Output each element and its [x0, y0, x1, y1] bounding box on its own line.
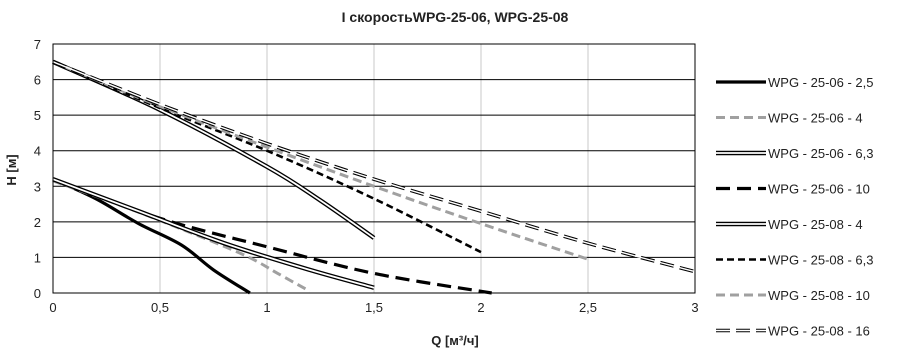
- y-axis-label: H [м]: [4, 154, 19, 185]
- y-tick-label: 7: [34, 37, 41, 52]
- y-tick-label: 1: [34, 250, 41, 265]
- legend: WPG - 25-06 - 2,5 WPG - 25-06 - 4 WPG - 25…: [716, 75, 873, 339]
- series-line-wpg-25-06-10: [52, 177, 492, 295]
- y-tick-label: 3: [34, 179, 41, 194]
- y-tick-label: 0: [34, 286, 41, 301]
- legend-label: WPG - 25-08 - 4: [768, 217, 863, 232]
- legend-item: WPG - 25-08 - 16: [716, 324, 870, 339]
- legend-item: WPG - 25-06 - 10: [716, 182, 870, 197]
- series-line-wpg-25-08-16: [52, 60, 696, 274]
- series-line-wpg-25-06-2-5: [52, 177, 251, 295]
- legend-label: WPG - 25-06 - 10: [768, 182, 870, 197]
- y-tick-label: 2: [34, 215, 41, 230]
- x-tick-label: 2: [477, 300, 484, 315]
- series-line-wpg-25-08-4: [52, 177, 375, 290]
- y-tick-label: 6: [34, 73, 41, 88]
- legend-label: WPG - 25-08 - 10: [768, 288, 870, 303]
- x-tick-label: 3: [691, 300, 698, 315]
- legend-label: WPG - 25-06 - 6,3: [768, 146, 873, 161]
- legend-item: WPG - 25-06 - 4: [716, 111, 863, 126]
- legend-label: WPG - 25-06 - 4: [768, 111, 863, 126]
- legend-label: WPG - 25-06 - 2,5: [768, 75, 873, 90]
- x-tick-label: 1: [263, 300, 270, 315]
- legend-item: WPG - 25-08 - 6,3: [716, 253, 873, 268]
- chart-grid: [52, 43, 696, 294]
- x-tick-label: 1,5: [365, 300, 383, 315]
- chart-title: I скоростьWPG-25-06, WPG-25-08: [342, 9, 569, 25]
- series-layer: [52, 59, 696, 295]
- legend-label: WPG - 25-08 - 16: [768, 324, 870, 339]
- series-line-wpg-25-06-6-3: [52, 59, 376, 240]
- legend-item: WPG - 25-06 - 6,3: [716, 146, 873, 161]
- x-tick-label: 0,5: [151, 300, 169, 315]
- x-tick-label: 0: [49, 300, 56, 315]
- legend-label: WPG - 25-08 - 6,3: [768, 253, 873, 268]
- legend-item: WPG - 25-08 - 4: [716, 217, 863, 232]
- plot-frame: [52, 43, 696, 294]
- legend-item: WPG - 25-08 - 10: [716, 288, 870, 303]
- x-axis-label: Q [м³/ч]: [431, 333, 479, 348]
- legend-item: WPG - 25-06 - 2,5: [716, 75, 873, 90]
- chart-axes: 0 0,5 1 1,5 2 2,5 3 0 1 2 3 4 5 6 7: [34, 37, 699, 315]
- x-tick-label: 2,5: [579, 300, 597, 315]
- y-tick-label: 4: [34, 144, 41, 159]
- y-tick-label: 5: [34, 108, 41, 123]
